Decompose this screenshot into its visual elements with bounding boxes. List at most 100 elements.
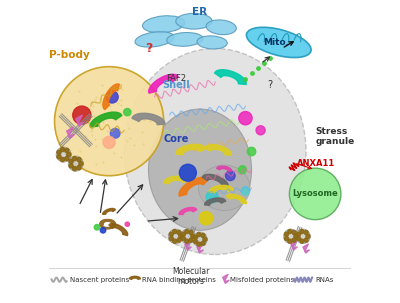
Text: RNAs: RNAs	[315, 277, 334, 283]
Circle shape	[173, 239, 177, 243]
Circle shape	[296, 236, 301, 241]
Polygon shape	[179, 177, 208, 196]
Polygon shape	[291, 241, 298, 250]
Circle shape	[169, 236, 173, 241]
Polygon shape	[209, 185, 233, 193]
Circle shape	[300, 239, 304, 243]
Circle shape	[197, 232, 201, 237]
Circle shape	[241, 187, 250, 195]
Circle shape	[168, 229, 183, 244]
Circle shape	[69, 164, 73, 168]
Circle shape	[199, 211, 213, 225]
Circle shape	[57, 150, 61, 155]
Circle shape	[181, 236, 186, 241]
Circle shape	[125, 222, 130, 226]
Polygon shape	[205, 145, 232, 155]
Circle shape	[110, 128, 120, 138]
Circle shape	[173, 229, 177, 234]
Circle shape	[67, 152, 71, 157]
Circle shape	[296, 232, 301, 236]
Polygon shape	[76, 115, 84, 126]
Circle shape	[77, 158, 81, 162]
Ellipse shape	[135, 32, 174, 47]
Text: FAF2: FAF2	[166, 74, 186, 83]
Text: Core: Core	[163, 134, 188, 145]
Circle shape	[181, 229, 195, 244]
Text: Nascent proteins: Nascent proteins	[70, 277, 129, 283]
Circle shape	[284, 232, 288, 236]
Circle shape	[304, 238, 308, 242]
Circle shape	[226, 171, 235, 181]
Polygon shape	[303, 244, 310, 253]
Circle shape	[193, 232, 207, 247]
Circle shape	[238, 166, 246, 174]
Ellipse shape	[176, 13, 212, 29]
Circle shape	[57, 155, 61, 159]
Circle shape	[247, 147, 256, 156]
Circle shape	[179, 164, 196, 181]
Polygon shape	[103, 84, 120, 110]
Text: P-body: P-body	[49, 49, 90, 60]
Ellipse shape	[142, 16, 185, 33]
Polygon shape	[130, 276, 140, 279]
Ellipse shape	[197, 36, 227, 49]
Circle shape	[191, 234, 195, 238]
Circle shape	[289, 168, 341, 220]
Polygon shape	[67, 127, 75, 138]
Circle shape	[73, 106, 91, 124]
Polygon shape	[226, 194, 246, 204]
Circle shape	[288, 229, 292, 234]
Polygon shape	[215, 70, 246, 85]
Circle shape	[304, 231, 308, 235]
Text: Molecular
motors: Molecular motors	[172, 267, 210, 286]
Polygon shape	[223, 274, 229, 283]
Circle shape	[284, 229, 298, 244]
Text: ?: ?	[145, 42, 152, 55]
Ellipse shape	[148, 109, 252, 230]
Circle shape	[300, 229, 304, 234]
Circle shape	[288, 239, 292, 243]
Circle shape	[203, 237, 207, 241]
Ellipse shape	[167, 32, 203, 46]
Circle shape	[189, 231, 193, 235]
Circle shape	[65, 156, 69, 161]
Circle shape	[68, 156, 83, 171]
Polygon shape	[202, 175, 228, 186]
Circle shape	[306, 234, 310, 238]
Circle shape	[194, 235, 198, 239]
Text: ER: ER	[192, 7, 208, 17]
Circle shape	[292, 231, 296, 235]
Text: Lysosome: Lysosome	[292, 189, 338, 198]
Circle shape	[169, 232, 173, 236]
Polygon shape	[149, 74, 178, 93]
Text: Mito.: Mito.	[263, 38, 289, 47]
Text: Shell: Shell	[162, 80, 190, 90]
Circle shape	[201, 241, 205, 245]
Circle shape	[185, 229, 189, 234]
Circle shape	[56, 147, 71, 162]
Circle shape	[94, 225, 100, 230]
Circle shape	[65, 148, 69, 153]
Polygon shape	[132, 113, 165, 125]
Circle shape	[106, 91, 118, 103]
Circle shape	[292, 238, 296, 242]
Circle shape	[72, 167, 77, 171]
Circle shape	[181, 232, 186, 236]
Circle shape	[197, 242, 201, 246]
Circle shape	[179, 234, 183, 238]
Circle shape	[206, 191, 218, 203]
Circle shape	[69, 159, 73, 164]
Polygon shape	[179, 208, 197, 215]
Polygon shape	[197, 244, 204, 253]
Polygon shape	[90, 112, 122, 127]
Polygon shape	[176, 144, 206, 155]
Ellipse shape	[206, 20, 236, 35]
Ellipse shape	[198, 165, 250, 211]
Text: ?: ?	[267, 80, 272, 90]
Ellipse shape	[124, 48, 306, 255]
Polygon shape	[109, 224, 128, 236]
Circle shape	[185, 239, 189, 243]
Polygon shape	[205, 198, 226, 205]
Circle shape	[124, 108, 131, 116]
Circle shape	[284, 236, 288, 241]
